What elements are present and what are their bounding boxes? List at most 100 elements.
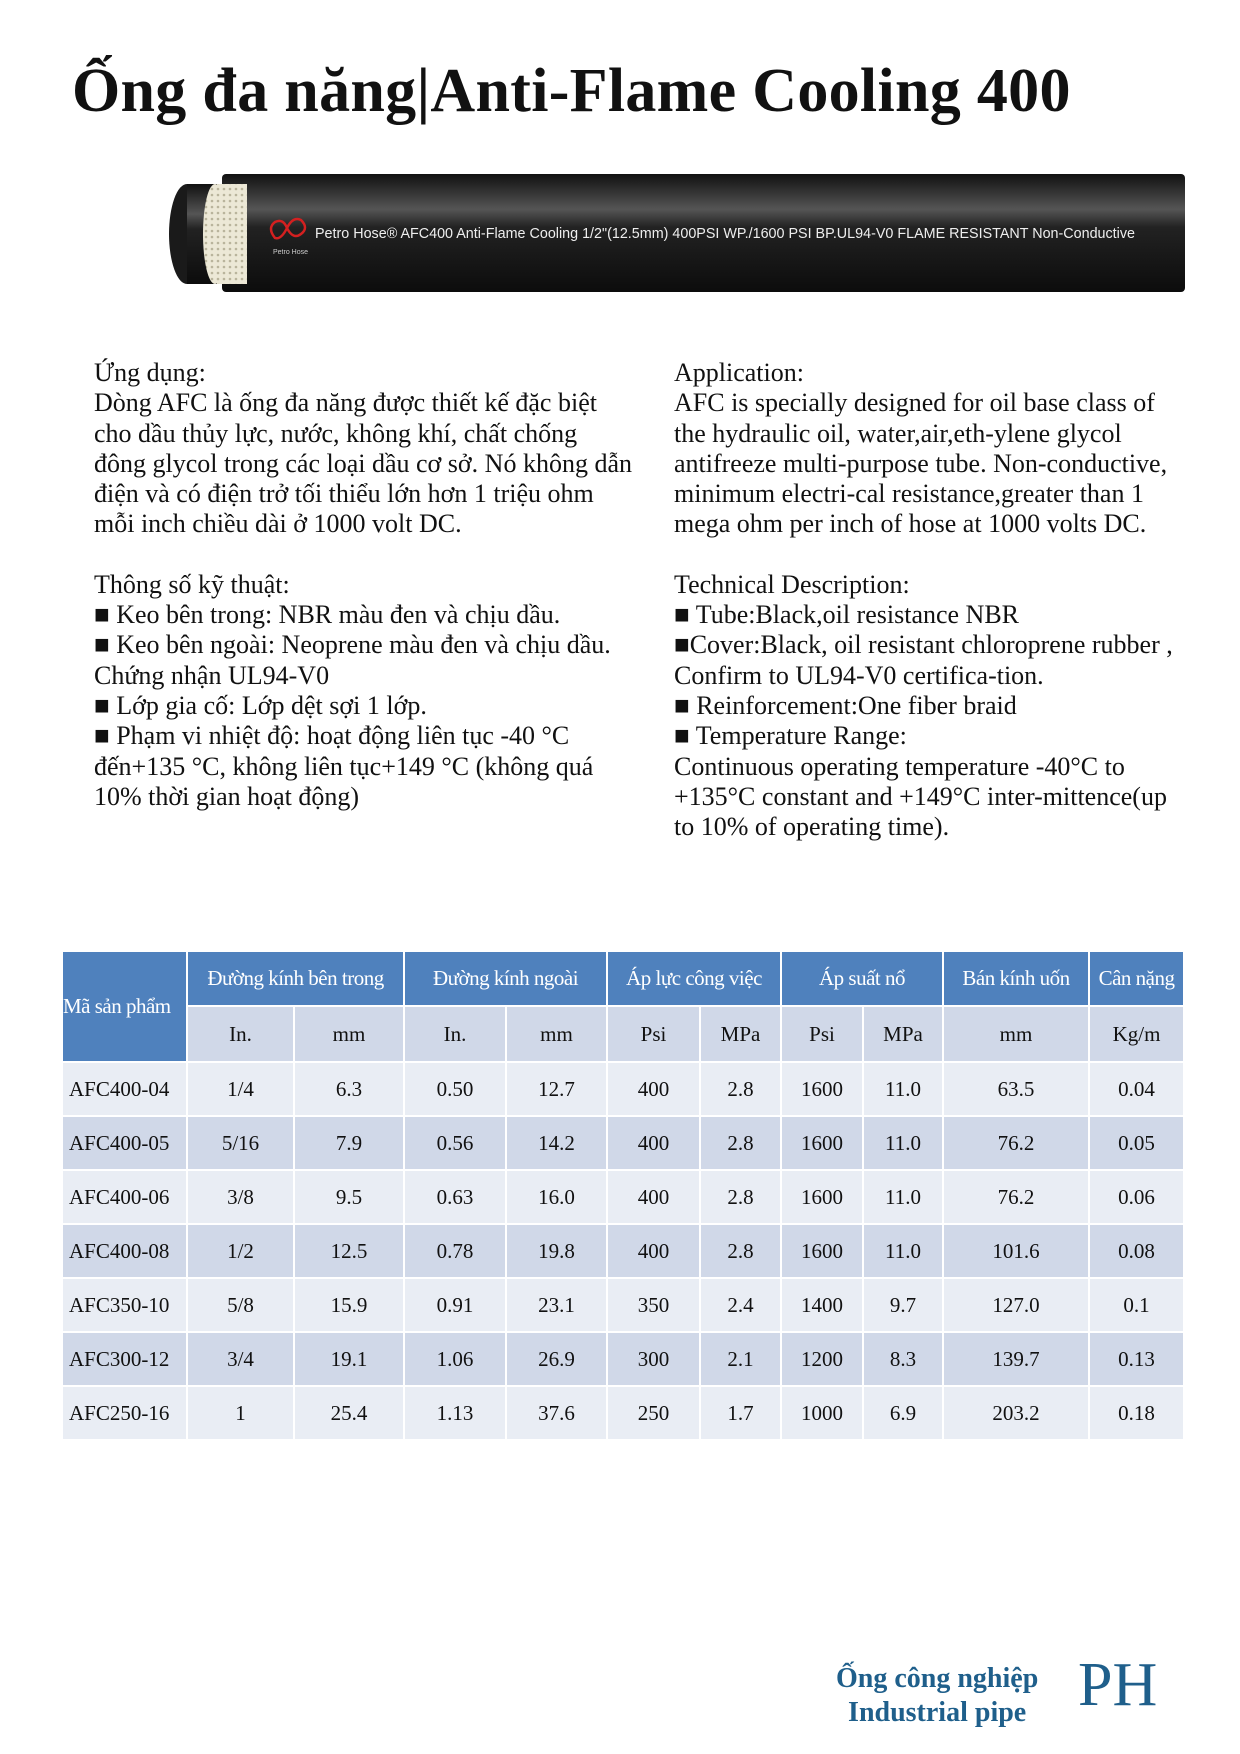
table-cell: 400 xyxy=(606,1223,702,1279)
table-row: AFC350-10 5/8 15.9 0.91 23.1 350 2.4 1400 9.7 127… xyxy=(61,1277,1186,1333)
table-cell: 0.50 xyxy=(403,1061,508,1117)
table-cell: 12.5 xyxy=(292,1223,406,1279)
table-cell: 2.8 xyxy=(699,1223,783,1279)
application-text-vi: Dòng AFC là ống đa năng được thiết kế đặ… xyxy=(94,388,632,539)
table-cell: 1.13 xyxy=(403,1385,508,1441)
table-cell: 2.8 xyxy=(699,1061,783,1117)
table-cell: 0.63 xyxy=(403,1169,508,1225)
vietnamese-description: Ứng dụng: Dòng AFC là ống đa năng được t… xyxy=(94,358,634,812)
table-cell: 11.0 xyxy=(862,1061,945,1117)
table-cell: 0.1 xyxy=(1088,1277,1186,1333)
unit-header: mm xyxy=(505,1005,609,1063)
product-code-cell: AFC400-08 xyxy=(61,1223,188,1279)
table-cell: 11.0 xyxy=(862,1223,945,1279)
application-heading-en: Application: xyxy=(674,358,804,387)
table-cell: 23.1 xyxy=(505,1277,609,1333)
spec-heading-vi: Thông số kỹ thuật: xyxy=(94,569,290,599)
table-cell: 2.8 xyxy=(699,1115,783,1171)
table-cell: 1600 xyxy=(780,1169,865,1225)
spec-item: ■ Tube:Black,oil resistance NBR xyxy=(674,600,1020,630)
table-cell: 0.91 xyxy=(403,1277,508,1333)
table-cell: 1200 xyxy=(780,1331,865,1387)
header-outer-diameter: Đường kính ngoài xyxy=(403,950,609,1007)
application-text-en: AFC is specially designed for oil base c… xyxy=(674,388,1168,539)
spec-item: ■ Temperature Range: xyxy=(674,721,907,751)
product-code-cell: AFC350-10 xyxy=(61,1277,188,1333)
table-cell: 16.0 xyxy=(505,1169,609,1225)
table-cell: 11.0 xyxy=(862,1115,945,1171)
table-cell: 203.2 xyxy=(942,1385,1091,1441)
spec-item: ■ Keo bên trong: NBR màu đen và chịu dầu… xyxy=(94,600,561,630)
unit-header: Psi xyxy=(606,1005,702,1063)
spec-table: Mã sản phẩm Đường kính bên trong Đường k… xyxy=(61,950,1186,1441)
table-cell: 350 xyxy=(606,1277,702,1333)
petro-hose-logo: Petro Hose xyxy=(269,217,308,256)
table-cell: 139.7 xyxy=(942,1331,1091,1387)
spec-item: ■ Reinforcement:One fiber braid xyxy=(674,690,1017,720)
english-description: Application: AFC is specially designed f… xyxy=(674,358,1174,842)
table-cell: 3/4 xyxy=(186,1331,295,1387)
unit-header: mm xyxy=(942,1005,1091,1063)
ph-logo: PH xyxy=(1078,1651,1158,1719)
table-cell: 400 xyxy=(606,1169,702,1225)
unit-header: MPa xyxy=(699,1005,783,1063)
table-cell: 1600 xyxy=(780,1115,865,1171)
table-cell: 6.3 xyxy=(292,1061,406,1117)
table-cell: 11.0 xyxy=(862,1169,945,1225)
table-cell: 1400 xyxy=(780,1277,865,1333)
spec-heading-en: Technical Description: xyxy=(674,569,910,599)
unit-header: MPa xyxy=(862,1005,945,1063)
table-cell: 1 xyxy=(186,1385,295,1441)
spec-item: Continuous operating temperature -40°C t… xyxy=(674,751,1167,842)
table-cell: 0.04 xyxy=(1088,1061,1186,1117)
hose-print-text: Petro Hose® AFC400 Anti-Flame Cooling 1/… xyxy=(315,226,1135,242)
table-cell: 1600 xyxy=(780,1061,865,1117)
footer-line-vi: Ống công nghiệp xyxy=(836,1663,1039,1694)
table-cell: 400 xyxy=(606,1061,702,1117)
table-cell: 101.6 xyxy=(942,1223,1091,1279)
table-cell: 14.2 xyxy=(505,1115,609,1171)
table-cell: 19.8 xyxy=(505,1223,609,1279)
table-cell: 9.5 xyxy=(292,1169,406,1225)
product-code-cell: AFC400-04 xyxy=(61,1061,188,1117)
table-cell: 76.2 xyxy=(942,1115,1091,1171)
table-cell: 1.06 xyxy=(403,1331,508,1387)
product-code-cell: AFC300-12 xyxy=(61,1331,188,1387)
unit-header: In. xyxy=(403,1005,508,1063)
table-row: AFC400-06 3/8 9.5 0.63 16.0 400 2.8 1600 11.0 76.… xyxy=(61,1169,1186,1225)
table-cell: 25.4 xyxy=(292,1385,406,1441)
table-row: AFC250-16 1 25.4 1.13 37.6 250 1.7 1000 6.9 203.2… xyxy=(61,1385,1186,1441)
hose-image: Petro Hose Petro Hose® AFC400 Anti-Flame… xyxy=(169,174,1185,292)
application-heading-vi: Ứng dụng: xyxy=(94,358,206,387)
footer-line-en: Industrial pipe xyxy=(848,1697,1027,1728)
table-cell: 63.5 xyxy=(942,1061,1091,1117)
table-cell: 1/2 xyxy=(186,1223,295,1279)
product-code-cell: AFC400-05 xyxy=(61,1115,188,1171)
header-working-pressure: Áp lực công việc xyxy=(606,950,783,1007)
table-cell: 8.3 xyxy=(862,1331,945,1387)
table-cell: 2.4 xyxy=(699,1277,783,1333)
table-cell: 15.9 xyxy=(292,1277,406,1333)
table-row: AFC400-05 5/16 7.9 0.56 14.2 400 2.8 1600 11.0 76… xyxy=(61,1115,1186,1171)
page-title: Ống đa năng|Anti-Flame Cooling 400 xyxy=(72,57,1071,125)
spec-item: ■Cover:Black, oil resistant chloroprene … xyxy=(674,630,1173,690)
table-row: AFC400-08 1/2 12.5 0.78 19.8 400 2.8 1600 11.0 10… xyxy=(61,1223,1186,1279)
table-cell: 1000 xyxy=(780,1385,865,1441)
table-cell: 1.7 xyxy=(699,1385,783,1441)
table-cell: 6.9 xyxy=(862,1385,945,1441)
table-cell: 9.7 xyxy=(862,1277,945,1333)
header-inner-diameter: Đường kính bên trong xyxy=(185,950,406,1007)
table-cell: 0.13 xyxy=(1088,1331,1186,1387)
unit-header: Psi xyxy=(780,1005,865,1063)
spec-item: ■ Keo bên ngoài: Neoprene màu đen và chị… xyxy=(94,630,611,690)
table-cell: 37.6 xyxy=(505,1385,609,1441)
footer-tagline: Ống công nghiệp Industrial pipe xyxy=(836,1662,1038,1730)
table-cell: 0.56 xyxy=(403,1115,508,1171)
table-cell: 0.08 xyxy=(1088,1223,1186,1279)
table-cell: 300 xyxy=(606,1331,702,1387)
header-product-code: Mã sản phẩm xyxy=(61,950,188,1063)
unit-header: mm xyxy=(292,1005,406,1063)
table-cell: 76.2 xyxy=(942,1169,1091,1225)
header-bend-radius: Bán kính uốn xyxy=(942,950,1091,1007)
header-weight: Cân nặng xyxy=(1088,950,1186,1007)
